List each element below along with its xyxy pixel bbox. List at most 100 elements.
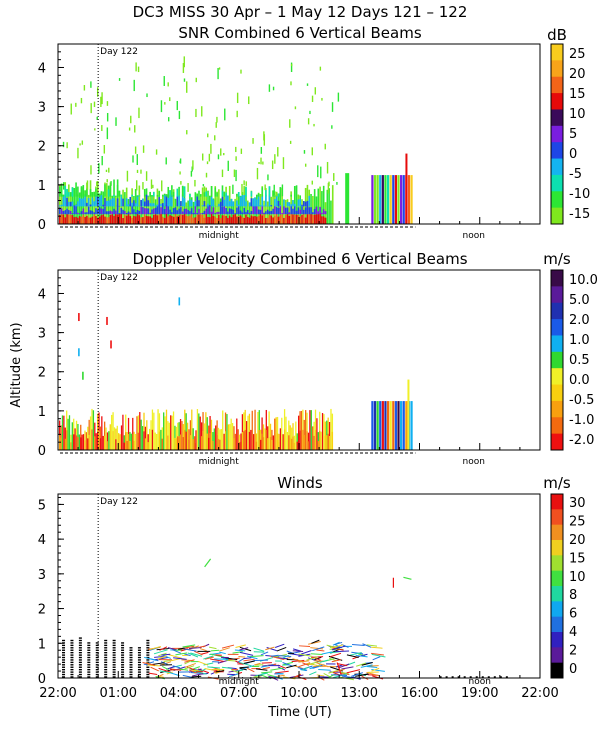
y-tick-label: 2 — [38, 366, 46, 381]
wind-barb — [310, 647, 324, 650]
wind-barb — [297, 667, 308, 671]
y-tick-label: 5 — [38, 498, 46, 513]
snr-echo-layer — [95, 188, 97, 197]
snr-echo-layer — [192, 212, 195, 215]
snr-sparse-echo — [268, 84, 271, 92]
colorbar-swatch — [551, 632, 563, 648]
wind-barb — [112, 668, 116, 671]
wind-barb — [78, 654, 82, 656]
snr-echo-column — [129, 196, 132, 224]
snr-echo-layer — [225, 215, 227, 224]
doppler-echo-layer — [206, 433, 208, 450]
snr-title: SNR Combined 6 Vertical Beams — [178, 24, 421, 42]
colorbar-tick-label: 1.0 — [569, 333, 590, 348]
snr-echo-layer — [290, 213, 292, 224]
snr-echo-layer — [216, 211, 218, 215]
snr-echo-layer — [64, 217, 67, 224]
doppler-echo-column — [160, 429, 162, 450]
snr-sparse-echo — [140, 169, 142, 174]
doppler-echo-column — [148, 428, 151, 450]
wind-barb — [95, 671, 99, 673]
wind-barb — [309, 660, 322, 665]
snr-echo-layer — [225, 194, 227, 207]
wind-barb — [70, 642, 74, 644]
snr-sparse-echo — [233, 169, 236, 178]
doppler-echo-layer — [88, 434, 90, 450]
doppler-echo-column — [281, 417, 283, 450]
snr-sparse-echo — [263, 131, 265, 141]
snr-echo-layer — [105, 211, 108, 215]
wind-barb — [95, 642, 99, 644]
snr-echo-layer — [178, 208, 180, 215]
wind-barb — [78, 676, 82, 678]
wind-barb — [337, 663, 348, 667]
snr-echo-layer — [163, 209, 166, 215]
wind-barb — [246, 655, 258, 660]
colorbar-tick-label: 5.0 — [569, 293, 590, 308]
snr-echo-layer — [189, 215, 191, 224]
snr-echo-layer — [109, 185, 112, 197]
doppler-late-column — [402, 401, 405, 450]
snr-echo-layer — [91, 216, 94, 224]
snr-sparse-echo — [106, 101, 109, 106]
wind-barb — [146, 676, 150, 678]
snr-echo-layer — [77, 194, 79, 197]
wind-barb — [137, 659, 141, 661]
wind-barb — [104, 642, 108, 644]
wind-barb — [499, 676, 502, 679]
snr-echo-column — [227, 195, 229, 224]
snr-echo-layer — [82, 208, 85, 215]
doppler-echo-layer — [133, 440, 135, 450]
wind-barb — [243, 660, 255, 664]
snr-sparse-echo — [178, 110, 181, 120]
wind-barb — [121, 676, 125, 678]
wind-barb — [146, 659, 150, 661]
snr-echo-layer — [152, 191, 155, 197]
snr-echo-layer — [80, 216, 83, 224]
wind-barb — [249, 655, 264, 658]
snr-echo-layer — [160, 207, 162, 215]
snr-sparse-echo — [130, 115, 132, 124]
snr-echo-layer — [183, 213, 186, 224]
wind-barb — [335, 650, 350, 653]
snr-echo-column — [214, 186, 217, 224]
snr-sparse-echo — [106, 113, 109, 122]
wind-barb — [341, 666, 354, 670]
snr-sparse-echo — [262, 161, 264, 165]
snr-sparse-echo — [206, 161, 209, 165]
wind-barb — [112, 666, 116, 668]
snr-echo-layer — [125, 198, 128, 207]
snr-echo-layer — [82, 198, 85, 207]
doppler-echo-column — [198, 413, 200, 450]
wind-barb — [338, 663, 350, 669]
snr-echo-layer — [71, 213, 74, 215]
y-tick-label: 3 — [38, 101, 46, 116]
snr-echo-layer — [274, 215, 276, 224]
snr-echo-layer — [129, 216, 132, 224]
snr-sparse-echo — [245, 181, 247, 186]
snr-echo-layer — [116, 184, 119, 197]
snr-echo-layer — [163, 195, 166, 207]
wind-barb — [299, 645, 311, 647]
snr-echo-layer — [75, 187, 77, 197]
snr-echo-layer — [245, 187, 247, 197]
doppler-echo-column — [111, 414, 113, 450]
wind-barb — [146, 671, 150, 673]
snr-echo-layer — [158, 214, 161, 224]
wind-barb — [62, 664, 66, 666]
snr-sparse-echo — [210, 143, 212, 154]
doppler-echo-column — [74, 428, 76, 450]
doppler-echo-column — [223, 433, 225, 450]
snr-echo-layer — [152, 215, 155, 224]
snr-sparse-echo — [105, 169, 108, 172]
snr-sparse-echo — [176, 100, 178, 111]
snr-echo-column — [312, 195, 314, 224]
snr-echo-layer — [236, 200, 238, 207]
snr-sparse-echo — [66, 142, 68, 149]
doppler-late-column — [376, 401, 379, 450]
wind-barb — [137, 654, 141, 656]
snr-echo-layer — [87, 206, 90, 215]
doppler-echo-layer — [185, 431, 187, 450]
snr-echo-layer — [156, 194, 159, 197]
wind-barb — [129, 656, 133, 659]
